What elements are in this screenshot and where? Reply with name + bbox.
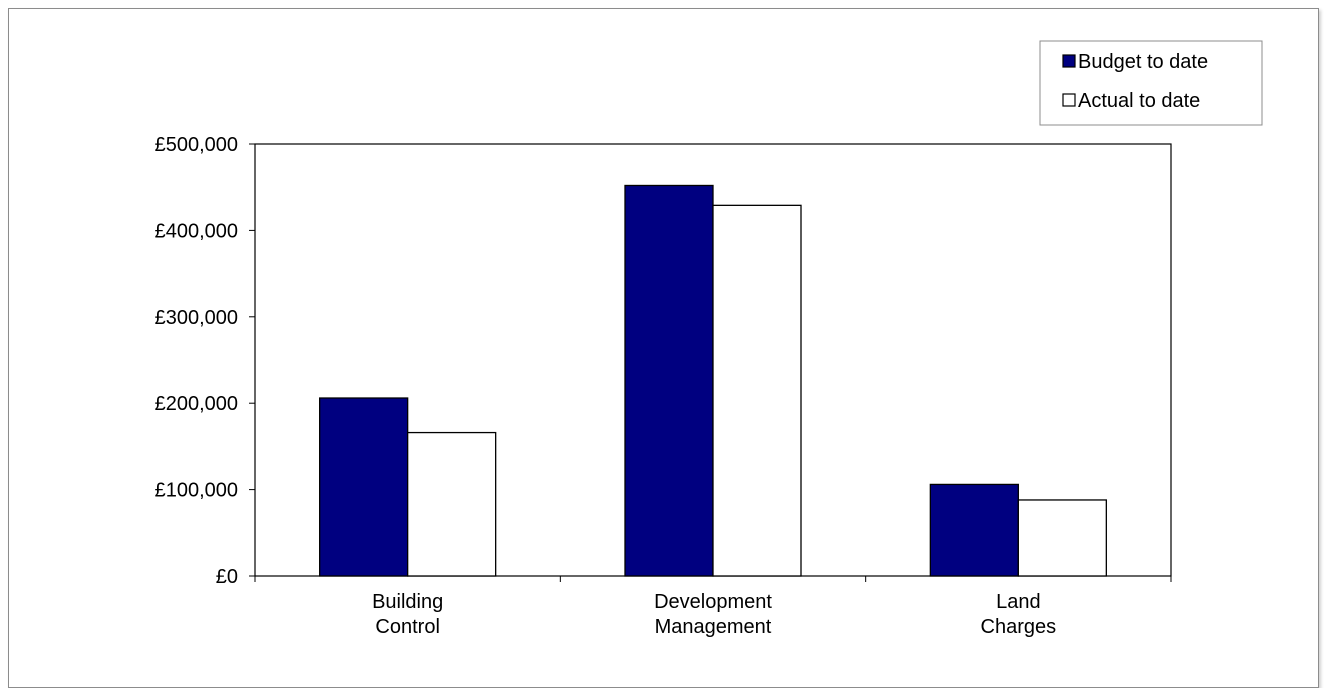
x-category-label: Land Charges (981, 591, 1057, 638)
bar-actual-to-date-0 (407, 431, 497, 577)
legend-box (1039, 40, 1263, 126)
legend: Budget to date Actual to date (1039, 40, 1263, 126)
y-tick-label: £300,000 (155, 307, 238, 329)
legend-label: Budget to date (1078, 51, 1208, 73)
y-tick-label: £400,000 (155, 220, 238, 242)
y-tick-label: £100,000 (155, 480, 238, 502)
legend-swatch (1062, 93, 1076, 107)
x-category-label: Building Control (372, 591, 443, 638)
y-axis: £0 £100,000 £200,000 £300,000 £400,000 £500,0… (155, 134, 255, 588)
bar-budget-to-date-1 (624, 184, 714, 577)
bar-actual-to-date-2 (1017, 499, 1107, 577)
y-tick-label: £500,000 (155, 134, 238, 156)
y-tick-label: £0 (216, 566, 238, 588)
x-axis: Building Control Development Management Land… (254, 576, 1172, 638)
legend-label: Actual to date (1078, 90, 1200, 112)
legend-swatch (1062, 54, 1076, 68)
x-category-label: Development Management (654, 591, 772, 638)
bars (319, 184, 1107, 577)
bar-budget-to-date-0 (319, 397, 409, 577)
y-tick-label: £200,000 (155, 393, 238, 415)
bar-budget-to-date-2 (929, 483, 1019, 577)
bar-actual-to-date-1 (712, 204, 802, 577)
